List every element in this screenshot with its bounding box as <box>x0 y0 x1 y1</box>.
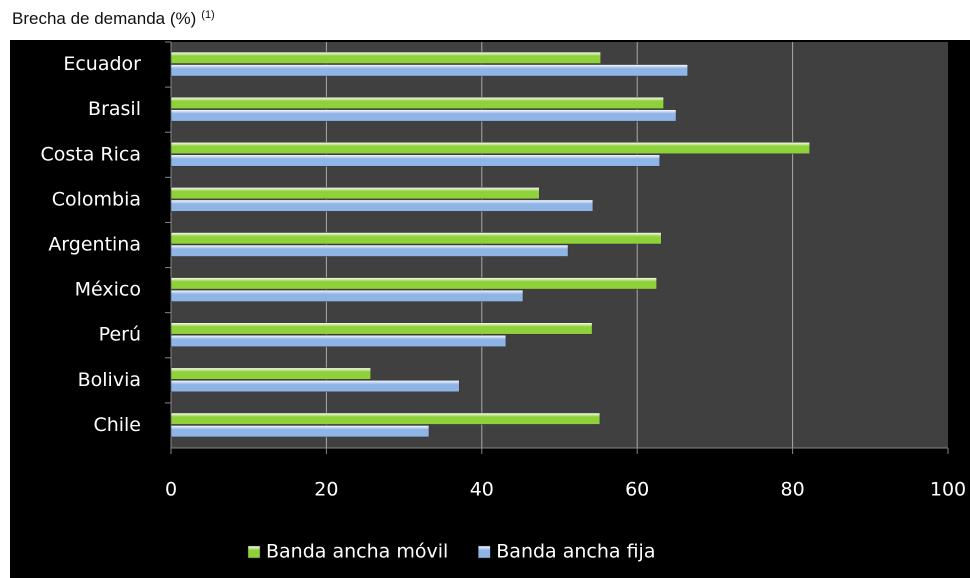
bar <box>170 277 657 290</box>
y-tick-label: Chile <box>93 414 141 436</box>
y-tick-label: Bolivia <box>78 369 141 391</box>
bar <box>170 322 593 335</box>
legend-label: Banda ancha móvil <box>266 541 448 563</box>
bar <box>170 199 594 212</box>
bar <box>170 154 660 167</box>
bar <box>170 244 569 257</box>
bar <box>170 51 601 64</box>
bar <box>170 425 430 438</box>
y-tick-label: Argentina <box>48 234 141 256</box>
x-tick-label: 40 <box>470 479 494 501</box>
y-tick-label: Perú <box>99 324 141 346</box>
x-tick-label: 80 <box>781 479 805 501</box>
y-tick-label: Colombia <box>52 188 141 210</box>
bar <box>170 380 460 393</box>
legend-label: Banda ancha fija <box>496 541 655 563</box>
bar <box>170 64 688 77</box>
y-tick-label: Costa Rica <box>41 143 142 165</box>
bar <box>170 289 524 302</box>
bar <box>170 412 601 425</box>
bar <box>170 232 662 245</box>
y-tick-label: México <box>75 279 141 301</box>
bar <box>170 187 540 200</box>
bar <box>170 109 677 122</box>
legend-swatch <box>478 545 491 559</box>
x-tick-label: 100 <box>930 479 966 501</box>
chart-title: Brecha de demanda (%) (1) <box>12 9 215 29</box>
x-tick-label: 0 <box>165 479 177 501</box>
y-tick-label: Brasil <box>88 98 141 120</box>
bar <box>170 367 371 380</box>
x-tick-label: 20 <box>314 479 338 501</box>
title-text: Brecha de demanda (%) <box>12 9 196 28</box>
x-tick-label: 60 <box>625 479 649 501</box>
title-note: (1) <box>201 9 214 21</box>
bar <box>170 142 810 155</box>
bar <box>170 96 664 109</box>
legend-swatch <box>247 545 261 559</box>
bar <box>170 334 507 347</box>
y-tick-label: Ecuador <box>63 53 141 75</box>
